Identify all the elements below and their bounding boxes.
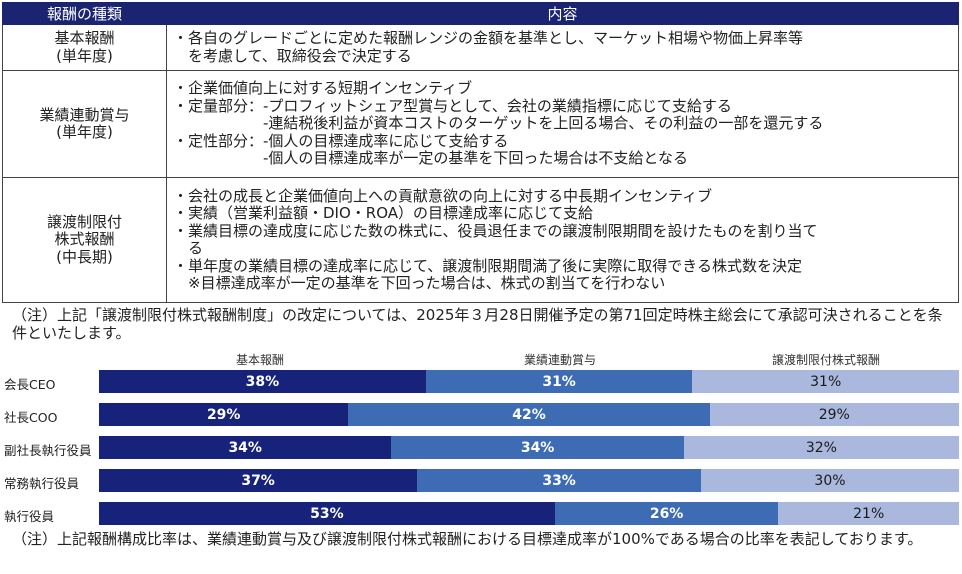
bar-segment: 53% [99,502,555,525]
content-line: ・単年度の業績目標の達成率に応じて、譲渡制限期間満了後に実際に取得できる株式数を… [173,257,802,275]
table-row: 業績連動賞与 (単年度) ・企業価値向上に対する短期インセンティブ ・定量部分：… [2,70,959,178]
content-line: る [173,240,204,257]
row-category: 業績連動賞与 (単年度) [2,70,167,178]
bar-segment: 31% [425,370,693,393]
row-content: ・各自のグレードごとに定めた報酬レンジの金額を基準とし、マーケット相場や物価上昇… [166,24,959,71]
content-line: ・定性部分：-個人の目標達成率に応じて支給する [173,132,509,150]
bar-segment: 30% [700,469,959,492]
category-label: 会長CEO [4,377,56,392]
category-label: 執行役員 [4,509,55,524]
legend-base-salary: 基本報酬 [235,353,284,367]
bar-segment: 34% [391,436,684,459]
bar-segment: 31% [692,370,959,393]
category-label: 副社長執行役員 [4,443,92,458]
content-line: -連結税後利益が資本コストのターゲットを上回る場合、その利益の一部を還元する [173,115,824,133]
bar-segment: 38% [99,370,426,393]
bar-segment: 34% [99,436,392,459]
bar-segment: 33% [417,469,701,492]
bar-segment: 29% [99,403,349,426]
bar-segment: 26% [554,502,779,525]
bar-segment: 32% [683,436,959,459]
header-content: 内容 [166,2,959,25]
compensation-table: 報酬の種類 内容 基本報酬 (単年度) ・各自のグレードごとに定めた報酬レンジの… [2,2,959,303]
amendment-note: （注）上記「譲渡制限付株式報酬制度」の改定については、2025年３月28日開催予… [12,306,943,342]
bar-segment: 29% [709,403,959,426]
content-line: -個人の目標達成率が一定の基準を下回った場合は不支給となる [173,150,688,168]
content-line: ・各自のグレードごとに定めた報酬レンジの金額を基準とし、マーケット相場や物価上昇… [173,30,804,47]
stacked-bar: 38% 31% 31% [99,370,959,393]
content-line: ・実績（営業利益額・DIO・ROA）の目標達成率に応じて支給 [173,205,594,222]
content-line: ・会社の成長と企業価値向上への貢献意欲の向上に対する中長期インセンティブ [173,187,713,205]
legend-restricted-stock: 譲渡制限付株式報酬 [771,353,880,367]
category-label: 社長COO [4,410,58,425]
content-line: ※目標達成率が一定の基準を下回った場合は、株式の割当てを行わない [173,275,666,292]
content-line: ・定量部分：-プロフィットシェア型賞与として、会社の業績指標に応じて支給する [173,97,732,115]
row-category: 譲渡制限付 株式報酬 (中長期) [2,177,167,303]
legend-performance-bonus: 業績連動賞与 [523,353,596,367]
row-category: 基本報酬 (単年度) [2,24,167,71]
stacked-bar: 29% 42% 29% [99,403,959,426]
row-content: ・会社の成長と企業価値向上への貢献意欲の向上に対する中長期インセンティブ ・実績… [166,177,959,303]
table-row: 譲渡制限付 株式報酬 (中長期) ・会社の成長と企業価値向上への貢献意欲の向上に… [2,177,959,303]
content-line: を考慮して、取締役会で決定する [173,47,412,65]
table-header-row: 報酬の種類 内容 [2,2,959,25]
stacked-bar: 34% 34% 32% [99,436,959,459]
bar-segment: 37% [99,469,418,492]
stacked-bar: 37% 33% 30% [99,469,959,492]
table-row: 基本報酬 (単年度) ・各自のグレードごとに定めた報酬レンジの金額を基準とし、マ… [2,24,959,71]
row-content: ・企業価値向上に対する短期インセンティブ ・定量部分：-プロフィットシェア型賞与… [166,70,959,178]
ratio-note: （注）上記報酬構成比率は、業績連動賞与及び譲渡制限付株式報酬における目標達成率が… [12,530,923,548]
header-type: 報酬の種類 [2,2,167,25]
stacked-bar: 53% 26% 21% [99,502,959,525]
category-label: 常務執行役員 [4,476,80,491]
content-line: ・企業価値向上に対する短期インセンティブ [173,80,473,98]
content-line: ・業績目標の達成度に応じた数の株式に、役員退任までの譲渡制限期間を設けたものを割… [173,222,818,240]
bar-segment: 21% [778,502,959,525]
bar-segment: 42% [348,403,710,426]
